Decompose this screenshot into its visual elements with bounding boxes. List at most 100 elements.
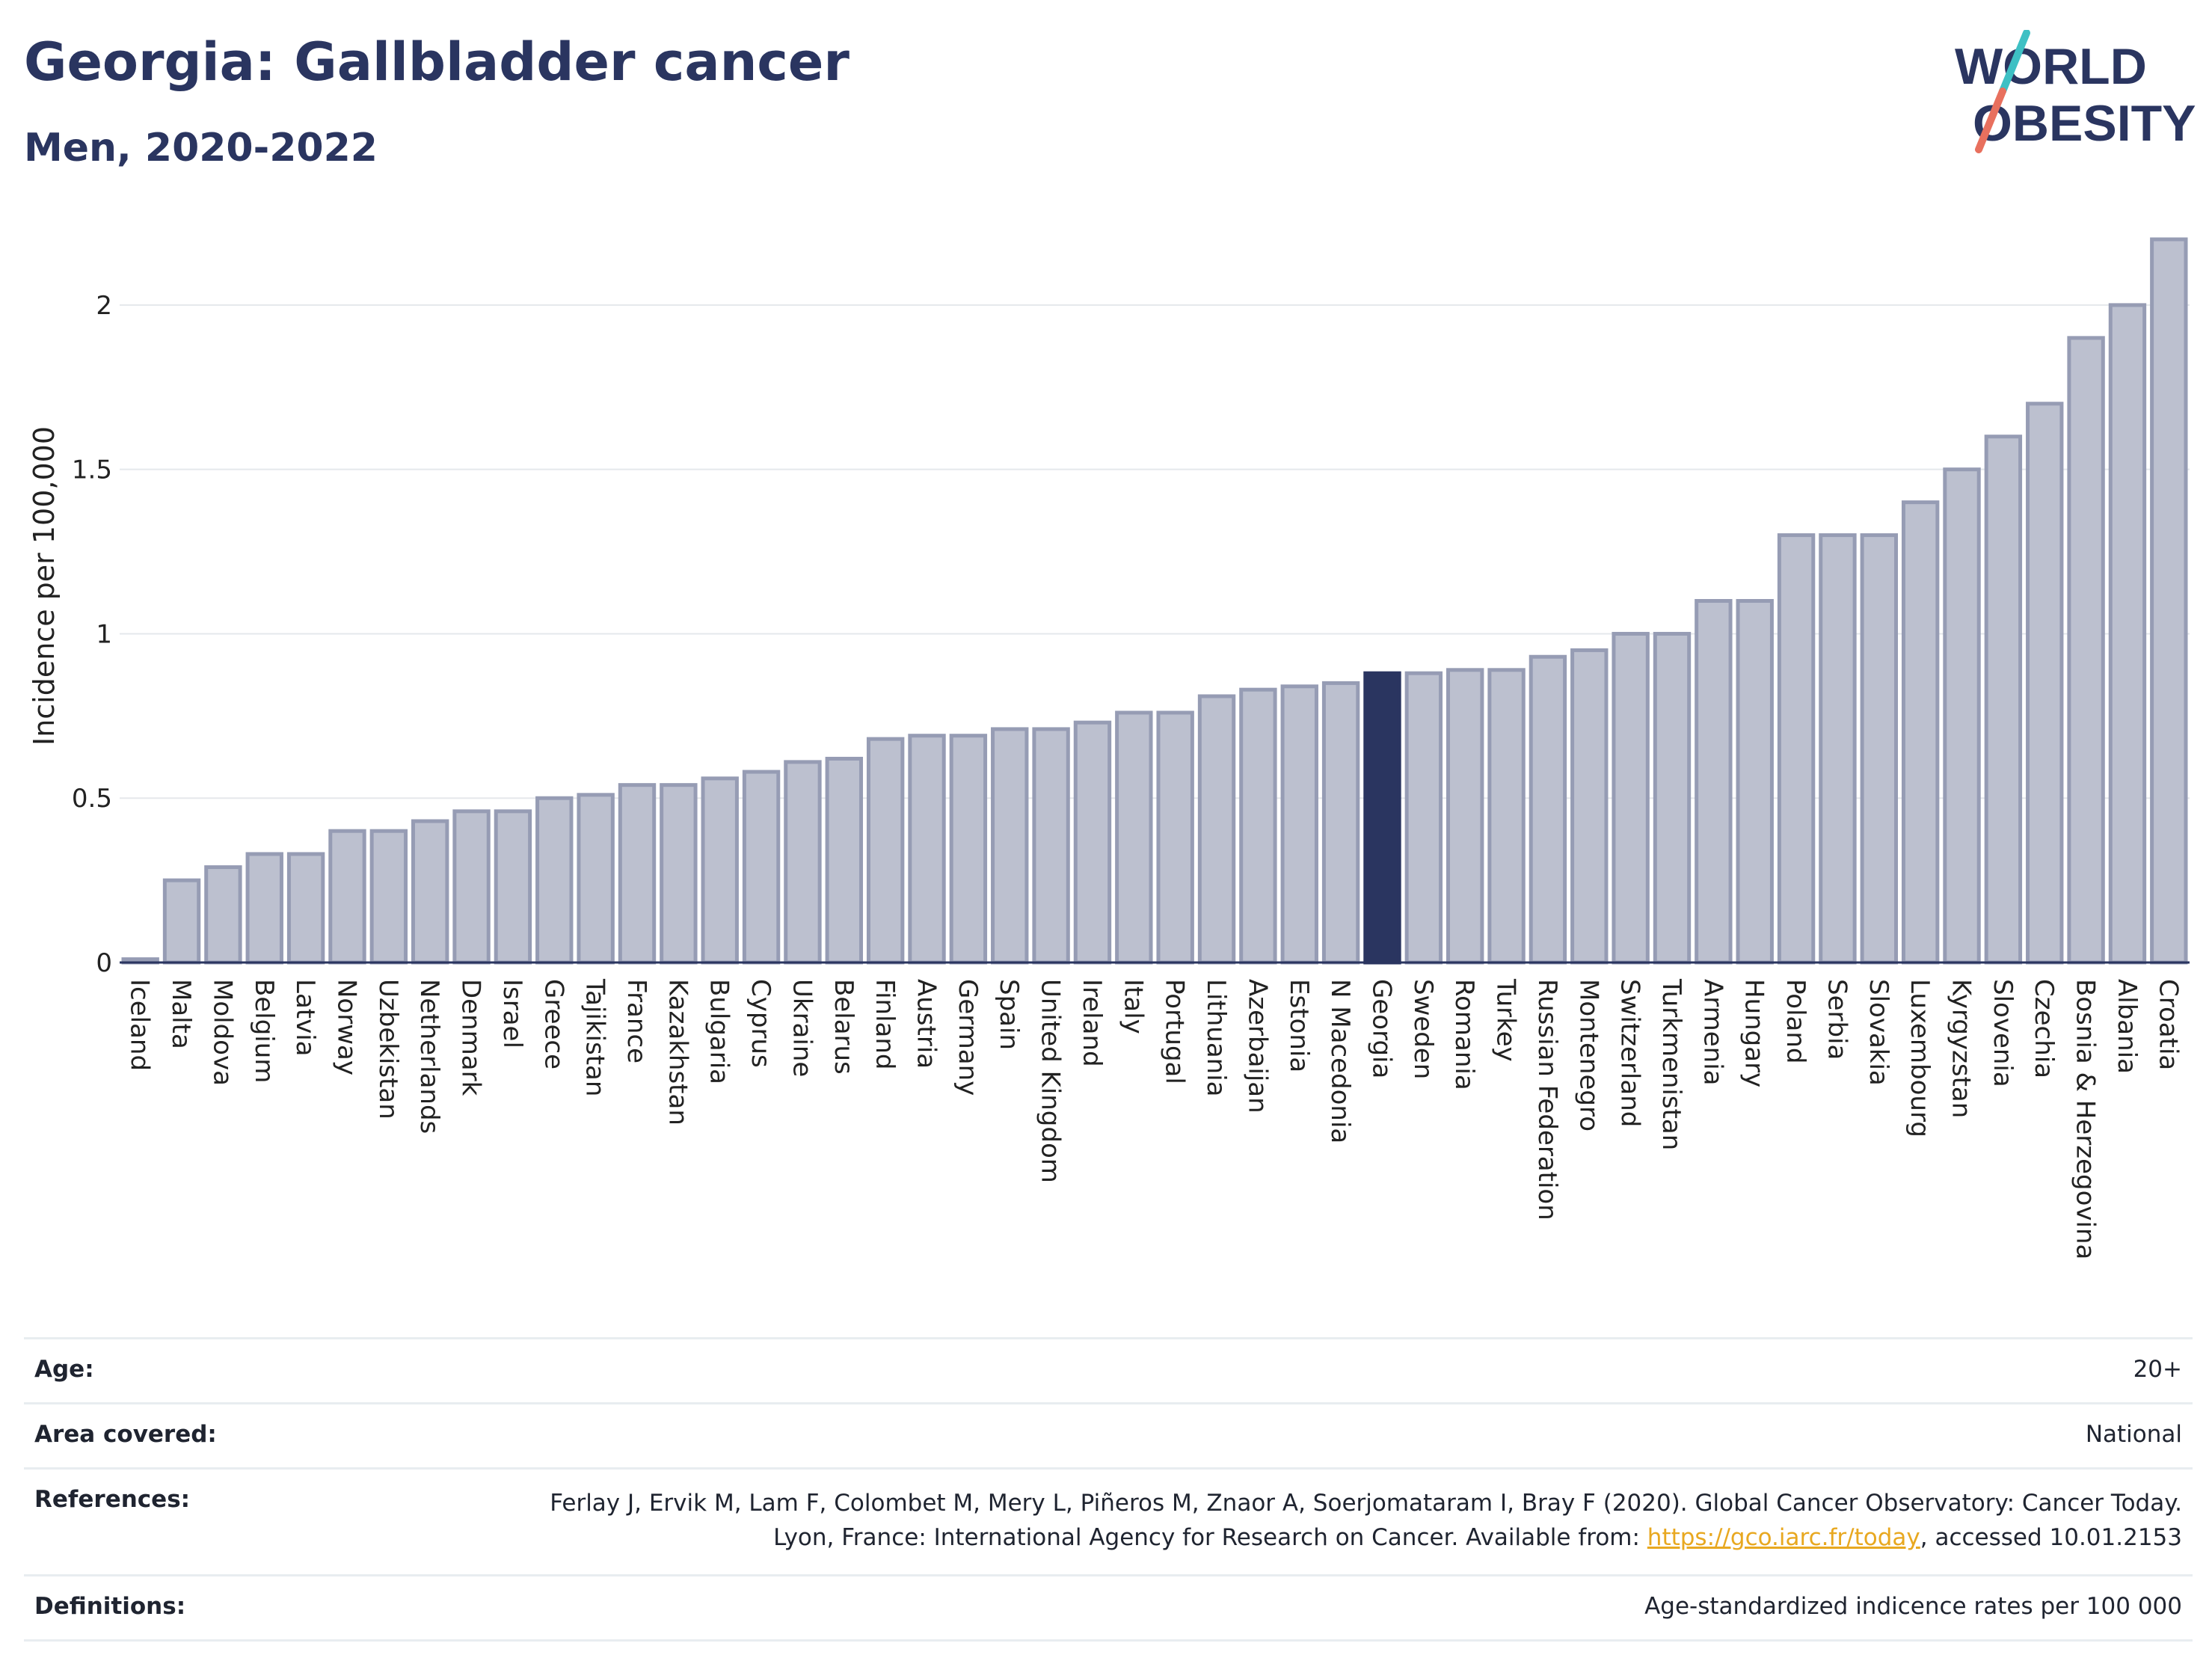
bar bbox=[1736, 599, 1774, 965]
x-tick-label: Slovakia bbox=[1864, 979, 1893, 1086]
definitions-value: Age-standardized indicence rates per 100… bbox=[1644, 1593, 2182, 1620]
bar bbox=[245, 852, 283, 965]
x-tick-label: Armenia bbox=[1698, 979, 1727, 1086]
bar bbox=[286, 852, 325, 965]
x-tick-label: Turkey bbox=[1491, 978, 1521, 1062]
y-tick-label: 0.5 bbox=[72, 784, 112, 814]
y-tick-label: 0 bbox=[96, 948, 112, 978]
x-tick-label: Lithuania bbox=[1201, 979, 1231, 1096]
x-tick-label: Belarus bbox=[829, 979, 858, 1075]
bar bbox=[1239, 687, 1277, 965]
bar bbox=[2150, 237, 2188, 965]
bar bbox=[1032, 727, 1070, 965]
x-tick-label: Tajikistan bbox=[580, 978, 610, 1096]
x-tick-label: Austria bbox=[912, 979, 941, 1069]
x-tick-label: Belgium bbox=[249, 979, 279, 1083]
y-axis-ticks: 0 0.5 1 1.5 2 bbox=[72, 291, 112, 978]
bar bbox=[825, 756, 863, 965]
definitions-row: Definitions: Age-standardized indicence … bbox=[24, 1574, 2193, 1642]
y-axis-label: Incidence per 100,000 bbox=[28, 426, 61, 746]
bar bbox=[1984, 435, 2023, 965]
bar bbox=[784, 760, 822, 965]
references-text: Ferlay J, Ervik M, Lam F, Colombet M, Me… bbox=[550, 1490, 2182, 1551]
bar bbox=[1943, 467, 1981, 965]
area-value: National bbox=[2085, 1421, 2182, 1448]
references-link[interactable]: https://gco.iarc.fr/today bbox=[1647, 1524, 1920, 1551]
info-table: Age: 20+ Area covered: National Referenc… bbox=[24, 1337, 2193, 1642]
x-tick-label: Uzbekistan bbox=[373, 979, 403, 1120]
bar bbox=[866, 737, 905, 965]
bar bbox=[1404, 671, 1443, 965]
x-tick-label: N Macedonia bbox=[1325, 979, 1355, 1143]
x-tick-label: Netherlands bbox=[414, 979, 444, 1134]
bar bbox=[618, 783, 657, 965]
bar bbox=[535, 796, 574, 965]
y-tick-label: 1.5 bbox=[72, 455, 112, 485]
x-tick-label: Luxembourg bbox=[1905, 979, 1935, 1137]
bar bbox=[369, 829, 408, 965]
bar bbox=[908, 734, 946, 965]
bar bbox=[1653, 631, 1692, 965]
bars bbox=[121, 237, 2188, 965]
x-tick-label: Greece bbox=[538, 979, 568, 1069]
x-tick-label: Sweden bbox=[1408, 979, 1438, 1079]
x-tick-label: Ireland bbox=[1077, 979, 1107, 1067]
logo-coral-slash bbox=[1975, 87, 2006, 153]
x-tick-label: Croatia bbox=[2153, 979, 2183, 1070]
bar bbox=[949, 734, 988, 965]
page-title: Georgia: Gallbladder cancer bbox=[24, 31, 850, 93]
x-tick-label: Slovenia bbox=[1988, 979, 2018, 1087]
bar bbox=[1280, 684, 1318, 965]
x-tick-label: Georgia bbox=[1366, 979, 1396, 1078]
x-tick-label: Ukraine bbox=[787, 979, 817, 1077]
bar bbox=[1901, 500, 1940, 965]
logo-line1: WORLD bbox=[1955, 38, 2147, 95]
x-axis-labels: Iceland Malta Moldova Belgium Latvia Norway Uz… bbox=[125, 978, 2184, 1259]
x-tick-label: Czechia bbox=[2029, 979, 2059, 1078]
x-tick-label: Finland bbox=[870, 979, 900, 1070]
x-tick-label: Bulgaria bbox=[704, 979, 734, 1084]
bar bbox=[2026, 402, 2064, 965]
bar bbox=[1197, 694, 1236, 965]
x-tick-label: Turkmenistan bbox=[1656, 978, 1686, 1150]
bar bbox=[1570, 648, 1609, 965]
bar bbox=[1612, 631, 1650, 965]
bar bbox=[660, 783, 698, 965]
x-tick-label: Denmark bbox=[456, 979, 486, 1096]
x-tick-label: Moldova bbox=[207, 979, 237, 1086]
bar bbox=[452, 809, 491, 965]
x-tick-label: Iceland bbox=[125, 979, 155, 1071]
x-tick-label: Switzerland bbox=[1615, 979, 1645, 1127]
definitions-label: Definitions: bbox=[34, 1593, 186, 1620]
area-row: Area covered: National bbox=[24, 1402, 2193, 1467]
references-suffix: , accessed 10.01.2153 bbox=[1920, 1524, 2182, 1551]
x-tick-label: Spain bbox=[994, 979, 1024, 1050]
bar bbox=[1156, 710, 1194, 965]
logo-teal-slash bbox=[1999, 30, 2030, 95]
references-row: References: Ferlay J, Ervik M, Lam F, Co… bbox=[24, 1467, 2193, 1574]
age-label: Age: bbox=[34, 1356, 94, 1383]
bar bbox=[1115, 710, 1153, 965]
x-tick-label: France bbox=[621, 979, 651, 1063]
bar bbox=[991, 727, 1029, 965]
x-tick-label: Montenegro bbox=[1573, 979, 1603, 1132]
y-tick-label: 2 bbox=[96, 291, 112, 321]
x-tick-label: Albania bbox=[2112, 979, 2142, 1074]
x-tick-label: Norway bbox=[331, 979, 361, 1075]
x-tick-label: Bosnia & Herzegovina bbox=[2071, 979, 2101, 1259]
x-tick-label: Germany bbox=[953, 979, 983, 1096]
page-subtitle: Men, 2020-2022 bbox=[24, 126, 378, 171]
bar bbox=[1073, 720, 1112, 965]
world-obesity-logo: WORLD OBESITY bbox=[1955, 30, 2196, 153]
x-tick-label: Romania bbox=[1449, 979, 1479, 1090]
x-tick-label: Latvia bbox=[290, 979, 320, 1057]
bar bbox=[1529, 654, 1567, 965]
bar bbox=[1446, 668, 1484, 965]
references-label: References: bbox=[34, 1486, 191, 1513]
bar bbox=[1777, 533, 1816, 965]
bar bbox=[494, 809, 532, 965]
x-tick-label: Italy bbox=[1118, 979, 1148, 1034]
x-tick-label: Portugal bbox=[1160, 979, 1190, 1084]
bar bbox=[577, 793, 615, 965]
x-tick-label: Hungary bbox=[1739, 979, 1769, 1087]
